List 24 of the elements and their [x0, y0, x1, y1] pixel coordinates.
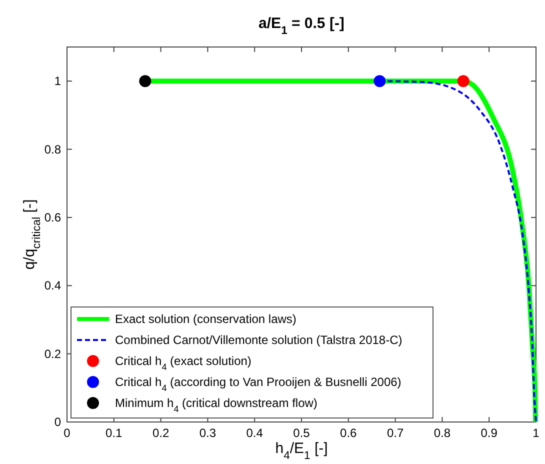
x-tick-label: 0.4	[246, 426, 264, 440]
x-axis-title: h$_{4}$/E$_{1}$ [-]	[275, 440, 328, 462]
x-tick-label: 0.3	[199, 426, 216, 440]
x-tick-label: 0.2	[152, 426, 170, 440]
x-tick-label: 1	[532, 426, 540, 440]
x-tick-label: 0.6	[340, 426, 358, 440]
y-tick-label: 0.8	[44, 142, 62, 156]
chart-title: a/E$_{1}$ = 0.5 [-]	[258, 15, 344, 37]
legend-label: Combined Carnot/Villemonte solution (Talstra 2018-C)	[115, 333, 402, 347]
x-tick-label: 0.8	[434, 426, 451, 440]
x-tick-label: 0.7	[386, 426, 404, 440]
legend-label: Exact solution (conservation laws)	[115, 312, 296, 326]
legend-label: Critical h$_{4}$ (exact solution)	[115, 354, 252, 372]
legend-label: Minimum h$_{4}$ (critical downstream flow)	[115, 396, 318, 414]
x-tick-label: 0.5	[293, 426, 310, 440]
x-tick-label: 0.9	[480, 426, 498, 440]
y-tick-label: 0.2	[44, 346, 62, 361]
y-tick-label: 0.6	[44, 210, 62, 224]
y-tick-label: 0	[54, 415, 62, 429]
x-tick-label: 0	[64, 426, 71, 440]
y-tick-label: 1	[54, 74, 62, 88]
legend-label: Critical h$_{4}$ (according to Van Prooijen & Busnelli 2006)	[115, 375, 402, 393]
x-tick-label: 0.1	[106, 426, 123, 440]
y-tick-label: 0.4	[44, 278, 62, 293]
